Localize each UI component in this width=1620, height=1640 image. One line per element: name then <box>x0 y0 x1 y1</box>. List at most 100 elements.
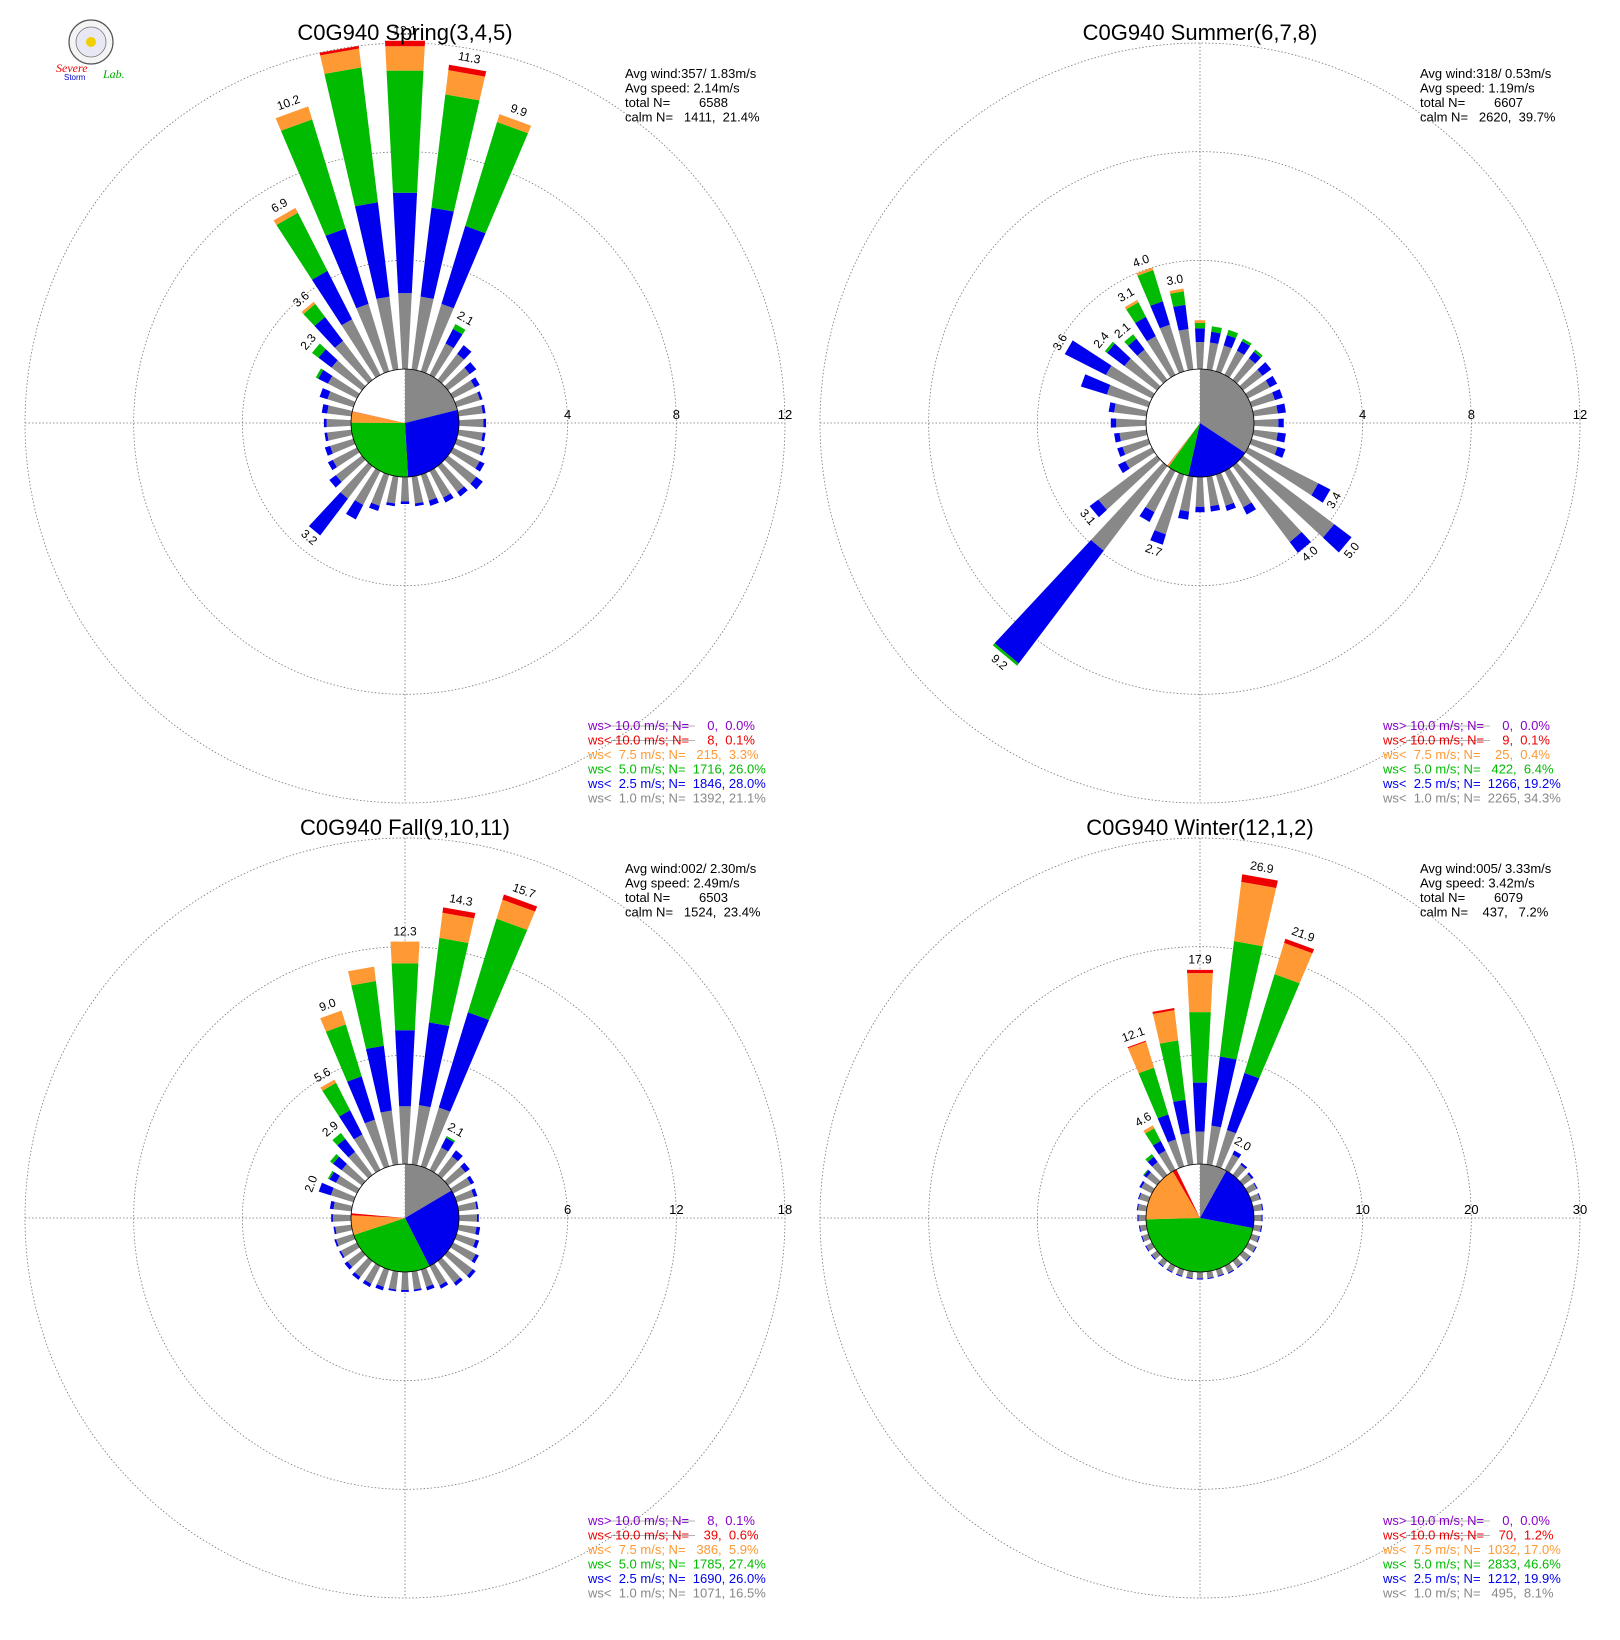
radial-tick-label: 30 <box>1573 1202 1587 1217</box>
bar-segment-blue <box>1127 338 1145 356</box>
stats-line: Avg wind:357/ 1.83m/s <box>625 66 757 81</box>
bar-segment-gray <box>1224 468 1252 508</box>
bar-segment-gray <box>341 1163 366 1186</box>
direction-bar <box>437 1150 463 1179</box>
direction-bar <box>1117 438 1151 457</box>
bar-segment-gray <box>1195 476 1205 507</box>
bar-segment-gray <box>1186 1270 1194 1279</box>
bar-segment-gray <box>1249 438 1278 455</box>
direction-bar <box>1117 447 1155 474</box>
bar-segment-blue <box>443 493 454 503</box>
legend-entry: ws< 10.0 m/s; N= 39, 0.6% <box>587 1528 759 1543</box>
bar-segment-blue <box>1227 1269 1235 1274</box>
bar-segment-gray <box>354 468 381 506</box>
bar-segment-gray <box>1253 1214 1262 1222</box>
bar-segment-blue <box>1117 461 1130 474</box>
direction-bar <box>1178 475 1194 520</box>
bar-segment-blue <box>1278 418 1284 428</box>
direction-bar <box>1143 1125 1176 1173</box>
bar-segment-gray <box>458 418 484 428</box>
legend: ws> 10.0 m/s; N= 0, 0.0%ws< 10.0 m/s; N=… <box>587 718 766 806</box>
bar-segment-blue <box>1135 316 1156 342</box>
direction-bar <box>1127 1040 1185 1169</box>
bar-segment-blue <box>1173 1099 1190 1135</box>
direction-bar <box>1114 429 1148 443</box>
bar-segment-blue <box>318 369 333 384</box>
bar-segment-blue <box>1274 446 1286 458</box>
bar-segment-green <box>391 963 419 1031</box>
calm-pie-slice <box>1188 423 1246 477</box>
direction-bar <box>386 475 399 507</box>
direction-bar <box>318 1182 356 1203</box>
bar-segment-blue <box>318 349 338 368</box>
radial-tick-label: 8 <box>673 407 680 422</box>
bar-segment-gray <box>411 296 434 371</box>
bar-segment-gray <box>454 1189 474 1203</box>
legend-entry: ws< 5.0 m/s; N= 1716, 26.0% <box>587 762 766 777</box>
direction-bar <box>331 1214 352 1222</box>
bar-segment-gray <box>1145 468 1176 513</box>
bar-segment-green <box>1145 1128 1161 1146</box>
bar-segment-gray <box>411 1105 431 1166</box>
direction-bar <box>1139 1180 1155 1194</box>
bar-segment-blue <box>369 502 380 512</box>
bar-segment-gray <box>457 1224 477 1235</box>
calm-pie-slice <box>1200 1170 1254 1229</box>
calm-pie-slice <box>1146 1218 1254 1272</box>
bar-segment-blue <box>1106 343 1131 366</box>
direction-bar <box>1245 1242 1257 1253</box>
calm-pie-slice <box>1200 369 1254 453</box>
direction-bar <box>457 1224 481 1236</box>
bar-segment-orange <box>390 941 420 964</box>
bar-segment-gray <box>1239 1173 1252 1186</box>
bar-segment-blue <box>1256 1236 1260 1243</box>
bar-segment-blue <box>1145 1245 1150 1252</box>
bar-segment-blue <box>1137 1214 1139 1222</box>
bar-segment-gray <box>1146 336 1176 378</box>
bar-segment-blue <box>308 492 348 536</box>
bar-segment-gray <box>454 1233 476 1247</box>
bar-segment-gray <box>458 1214 478 1222</box>
direction-bar <box>1215 472 1236 512</box>
bar-segment-blue <box>457 345 472 360</box>
bar-segment-blue <box>420 207 454 299</box>
bar-value-label: 12.1 <box>393 23 417 37</box>
direction-bar <box>411 907 476 1166</box>
bar-segment-gray <box>1119 429 1148 442</box>
direction-bar <box>420 472 439 506</box>
bar-segment-green <box>303 303 326 326</box>
bar-segment-gray <box>420 1107 451 1169</box>
bar-segment-gray <box>327 429 353 441</box>
direction-bar <box>352 1257 373 1280</box>
bar-segment-blue <box>1150 301 1170 329</box>
direction-bar <box>1186 969 1214 1165</box>
radial-tick-label: 12 <box>1573 407 1587 422</box>
bar-segment-green <box>386 70 424 193</box>
legend-entry: ws< 7.5 m/s; N= 1032, 17.0% <box>1382 1542 1561 1557</box>
bar-segment-gray <box>1116 418 1147 428</box>
legend-entry: ws< 5.0 m/s; N= 422, 6.4% <box>1382 762 1554 777</box>
calm-pie-slice <box>1167 423 1200 467</box>
bar-segment-orange <box>275 106 313 131</box>
bar-segment-blue <box>395 1030 415 1107</box>
calm-pie-outline <box>1145 1163 1255 1273</box>
calm-pie-slice <box>351 422 409 478</box>
direction-bar <box>1252 1203 1264 1212</box>
bar-segment-green <box>311 343 326 358</box>
direction-bar <box>1145 1154 1168 1179</box>
direction-bar <box>429 1263 449 1289</box>
calm-pie <box>350 368 460 478</box>
bar-segment-blue <box>334 1239 339 1247</box>
bar-segment-gray <box>335 455 366 483</box>
bar-segment-gray <box>1154 472 1185 535</box>
bar-segment-gray <box>450 447 480 469</box>
bar-segment-blue <box>1261 1203 1264 1211</box>
direction-bar <box>400 476 410 505</box>
direction-bar <box>1224 338 1252 378</box>
direction-bar <box>1239 1172 1254 1186</box>
logo-star <box>86 37 96 47</box>
bar-segment-orange <box>320 1079 337 1091</box>
direction-bar <box>1215 329 1239 374</box>
direction-bar <box>1124 299 1176 378</box>
bar-segment-gray <box>1252 1203 1263 1212</box>
